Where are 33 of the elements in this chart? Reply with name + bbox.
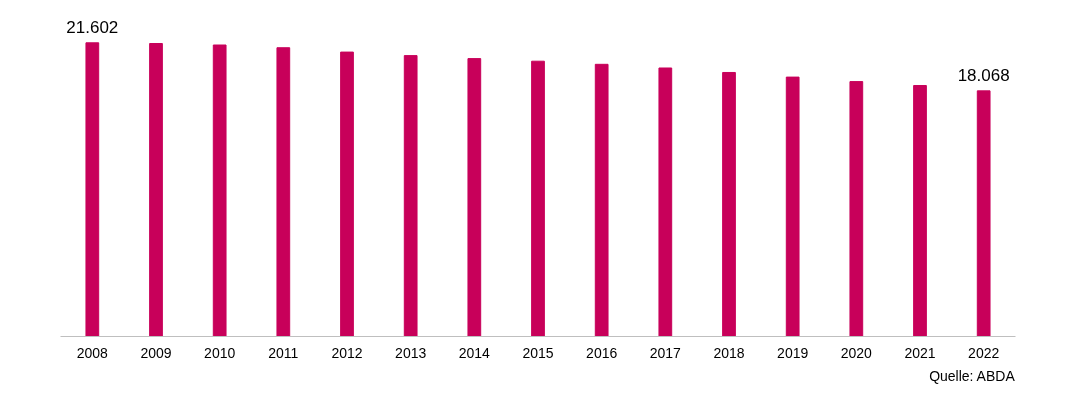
bar [722, 71, 736, 337]
bar [403, 55, 418, 337]
x-tick-label: 2008 [76, 344, 109, 361]
bar [149, 43, 163, 337]
bar [85, 42, 100, 337]
bar [785, 76, 800, 337]
x-tick-label: 2009 [140, 344, 172, 361]
x-tick-label: 2020 [840, 344, 873, 361]
bar [849, 81, 864, 337]
x-tick-label: 2022 [968, 344, 1000, 361]
bar [658, 67, 673, 337]
bar [212, 44, 227, 337]
x-tick-label: 2015 [522, 344, 554, 361]
x-tick-label: 2016 [586, 344, 618, 361]
x-tick-label: 2010 [204, 344, 236, 361]
x-tick-label: 2018 [713, 344, 745, 361]
x-tick-label: 2021 [904, 344, 936, 361]
data-label: 21.602 [66, 17, 119, 37]
x-tick-label: 2017 [649, 344, 682, 361]
source-note: Quelle: ABDA [929, 367, 1016, 384]
bar [467, 58, 482, 337]
data-label: 18.068 [957, 65, 1010, 85]
x-tick-label: 2011 [268, 344, 299, 361]
bar [531, 60, 545, 337]
bar [594, 63, 609, 337]
bar [976, 90, 991, 337]
x-tick-label: 2019 [777, 344, 809, 361]
x-tick-label: 2014 [458, 344, 491, 361]
bar [340, 51, 354, 337]
x-tick-label: 2013 [395, 344, 427, 361]
x-tick-label: 2012 [331, 344, 363, 361]
bar [276, 47, 291, 337]
bar [913, 85, 927, 337]
